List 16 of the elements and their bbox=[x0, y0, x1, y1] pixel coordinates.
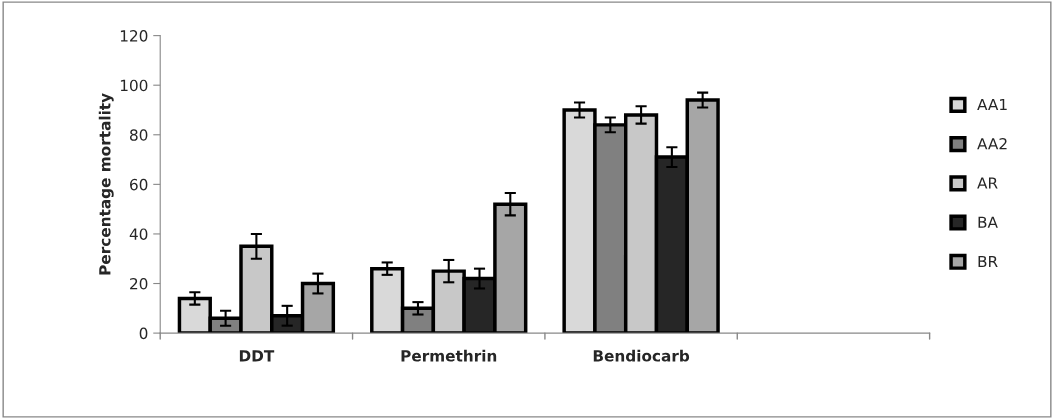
y-tick-label: 80 bbox=[130, 129, 148, 141]
y-tick-label: 120 bbox=[120, 30, 148, 42]
legend-label: AR bbox=[977, 177, 998, 189]
y-tick-label: 40 bbox=[129, 228, 148, 240]
legend-label: AA2 bbox=[977, 138, 1007, 150]
y-axis-title: Percentage mortality bbox=[98, 93, 114, 275]
x-tick-label: Bendiocarb bbox=[593, 349, 690, 362]
y-tick-label: 0 bbox=[139, 327, 148, 340]
y-tick-label: 20 bbox=[130, 277, 148, 290]
legend-label: BR bbox=[978, 255, 998, 268]
x-tick-label: DDT bbox=[239, 350, 275, 362]
x-tick-label: Permethrin bbox=[401, 349, 497, 362]
y-tick-label: 100 bbox=[120, 79, 148, 92]
legend-label: AA1 bbox=[977, 98, 1007, 111]
y-tick-label: 60 bbox=[130, 178, 148, 191]
legend-label: BA bbox=[978, 216, 998, 228]
